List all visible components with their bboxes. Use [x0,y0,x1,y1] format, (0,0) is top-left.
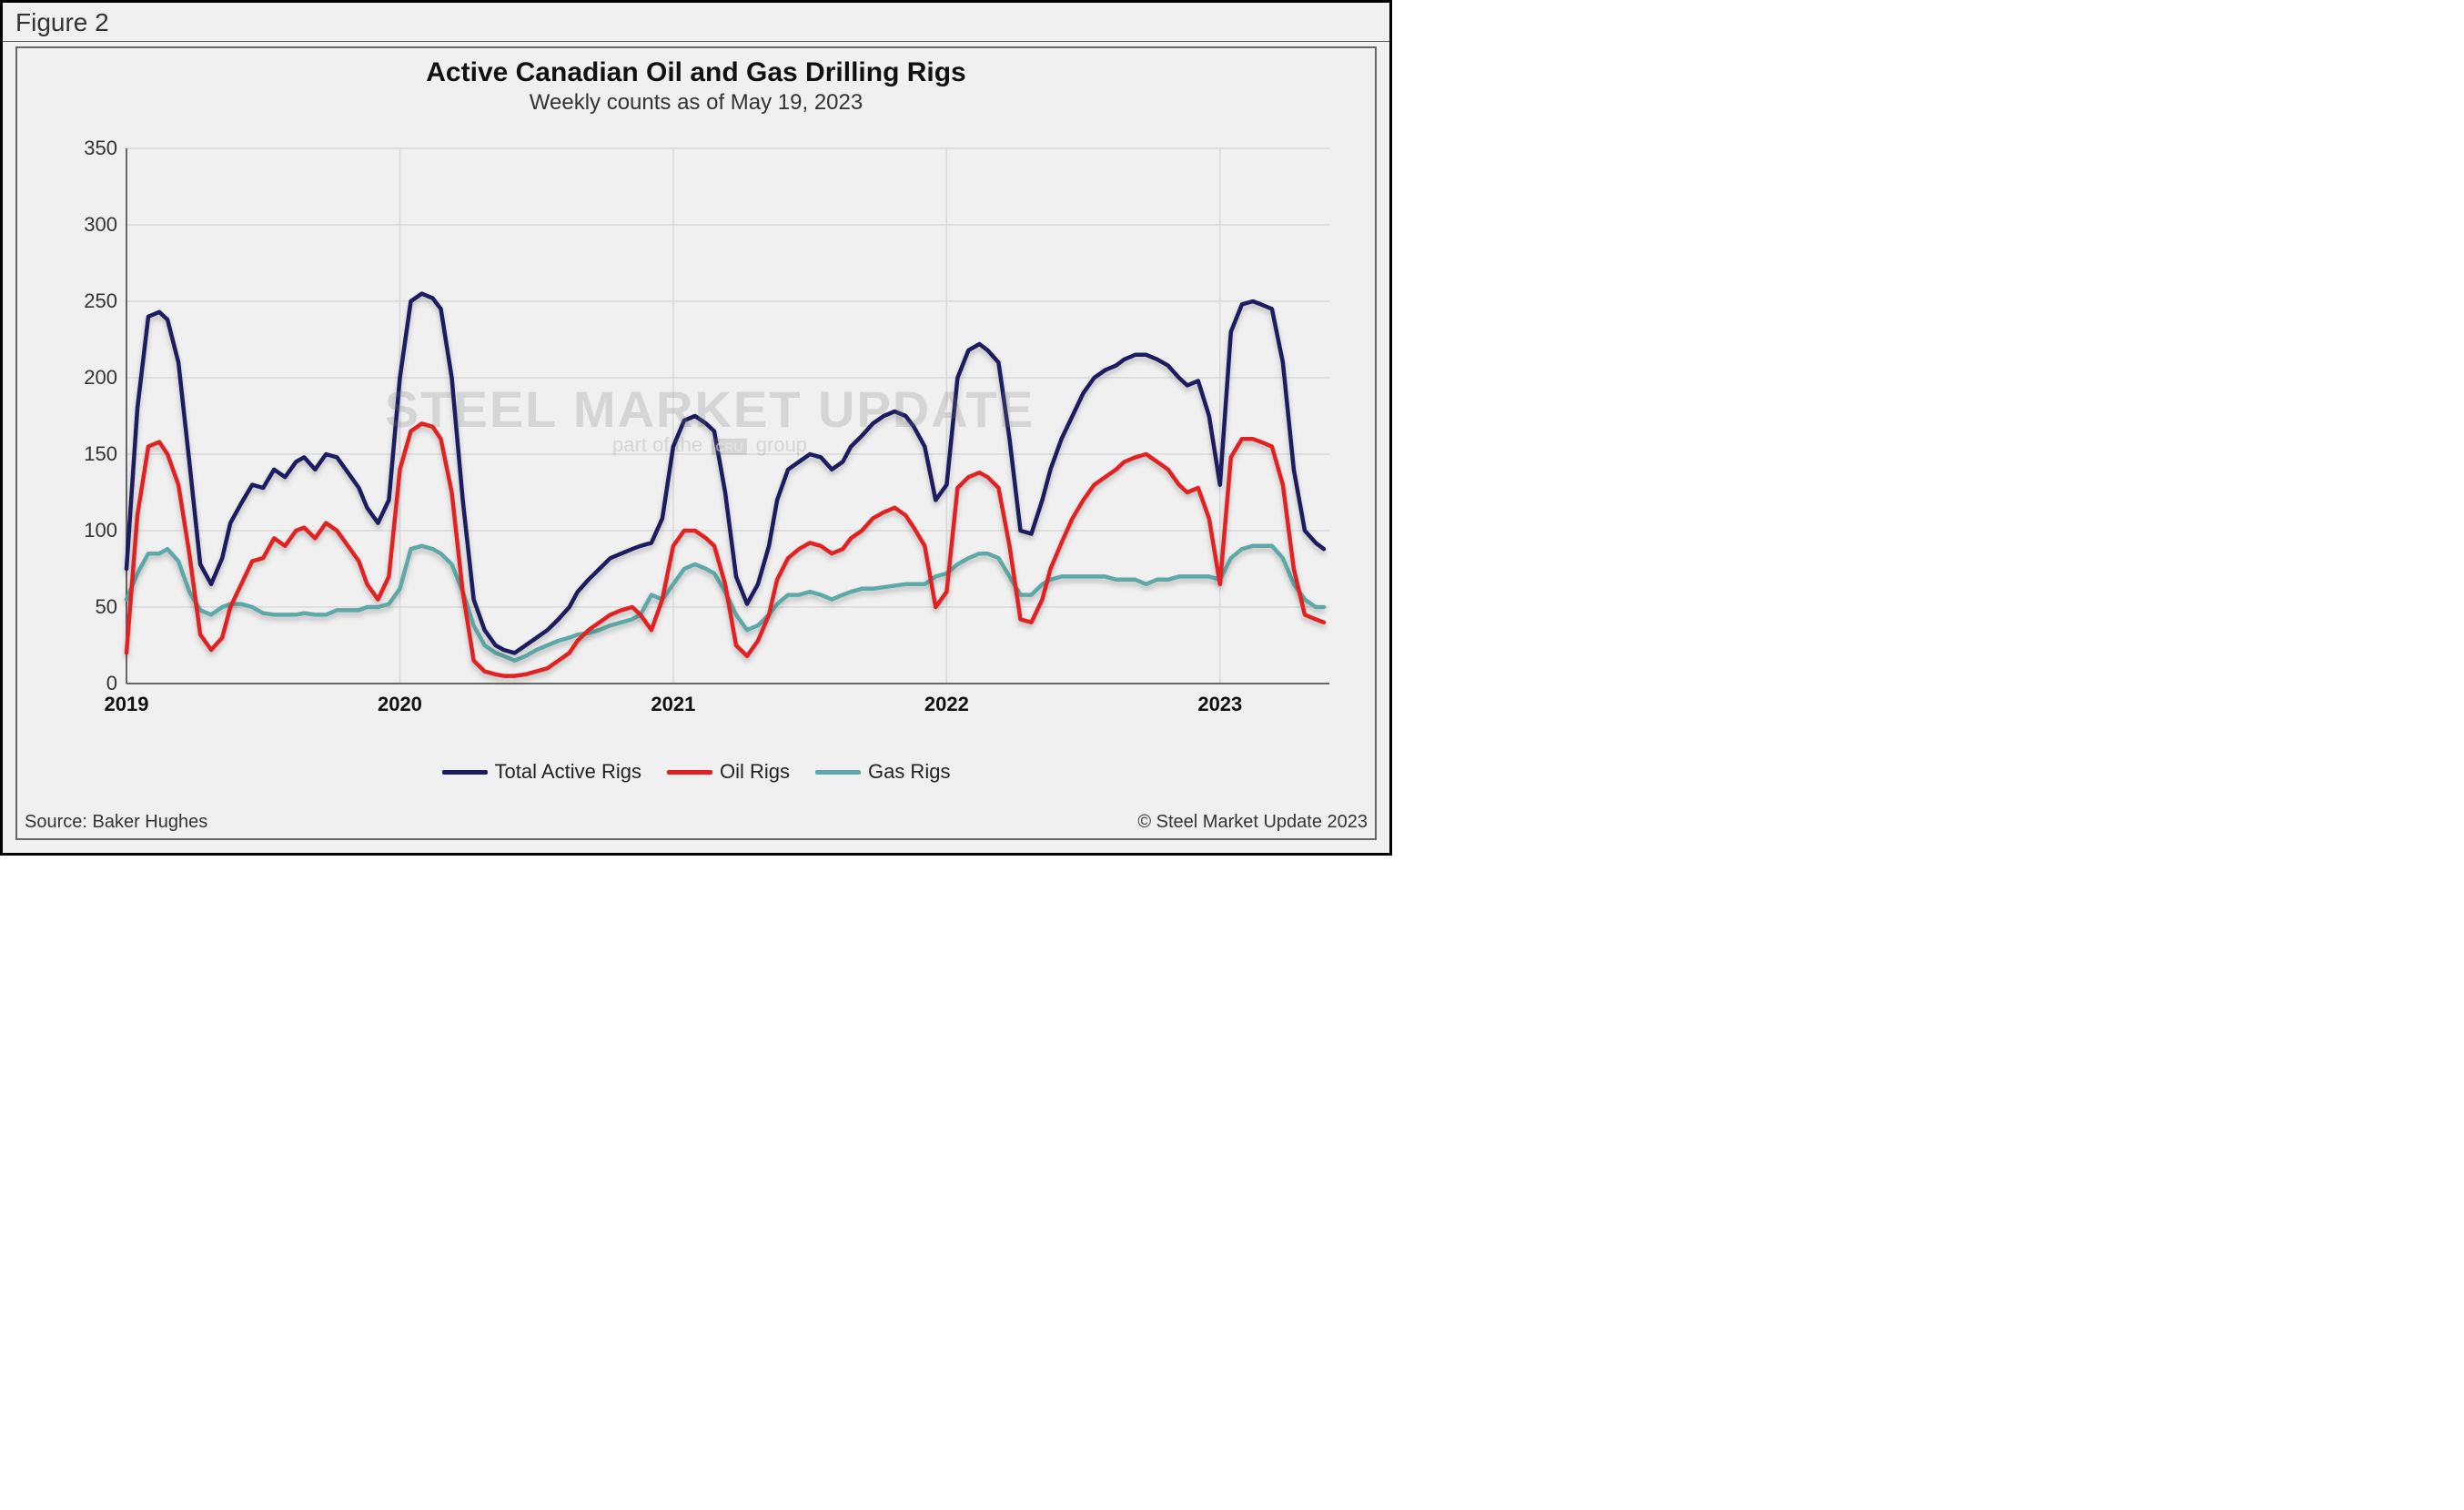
copyright-text: © Steel Market Update 2023 [1137,812,1368,833]
line-chart-svg: 0 50 100 150 200 250 300 350 2019 2020 2021 2022 202… [72,139,1348,720]
legend-color-icon [815,770,861,775]
svg-text:300: 300 [84,213,117,236]
svg-text:2019: 2019 [105,693,149,715]
svg-text:2022: 2022 [924,693,969,715]
legend-label: Oil Rigs [720,760,790,784]
chart-legend: Total Active Rigs Oil Rigs Gas Rigs [17,756,1375,785]
svg-text:200: 200 [84,366,117,389]
svg-text:350: 350 [84,139,117,159]
legend-color-icon [667,770,712,775]
chart-area: STEEL MARKET UPDATE part of the CRU grou… [72,139,1348,720]
chart-title: Active Canadian Oil and Gas Drilling Rig… [17,57,1375,88]
svg-text:2020: 2020 [378,693,422,715]
chart-titles: Active Canadian Oil and Gas Drilling Rig… [17,48,1375,116]
svg-text:250: 250 [84,289,117,312]
svg-text:2023: 2023 [1197,693,1242,715]
figure-outer-frame: Figure 2 Active Canadian Oil and Gas Dri… [0,0,1392,856]
legend-item: Oil Rigs [667,760,790,784]
svg-text:2021: 2021 [651,693,695,715]
figure-label: Figure 2 [3,3,1389,42]
svg-text:50: 50 [96,595,117,618]
legend-label: Total Active Rigs [495,760,641,784]
figure-inner-frame: Active Canadian Oil and Gas Drilling Rig… [15,46,1377,840]
legend-item: Gas Rigs [815,760,950,784]
legend-item: Total Active Rigs [442,760,641,784]
svg-text:0: 0 [106,672,117,694]
source-text: Source: Baker Hughes [25,812,207,833]
legend-color-icon [442,770,488,775]
legend-label: Gas Rigs [868,760,950,784]
svg-text:100: 100 [84,519,117,542]
svg-text:150: 150 [84,442,117,465]
chart-subtitle: Weekly counts as of May 19, 2023 [17,90,1375,116]
